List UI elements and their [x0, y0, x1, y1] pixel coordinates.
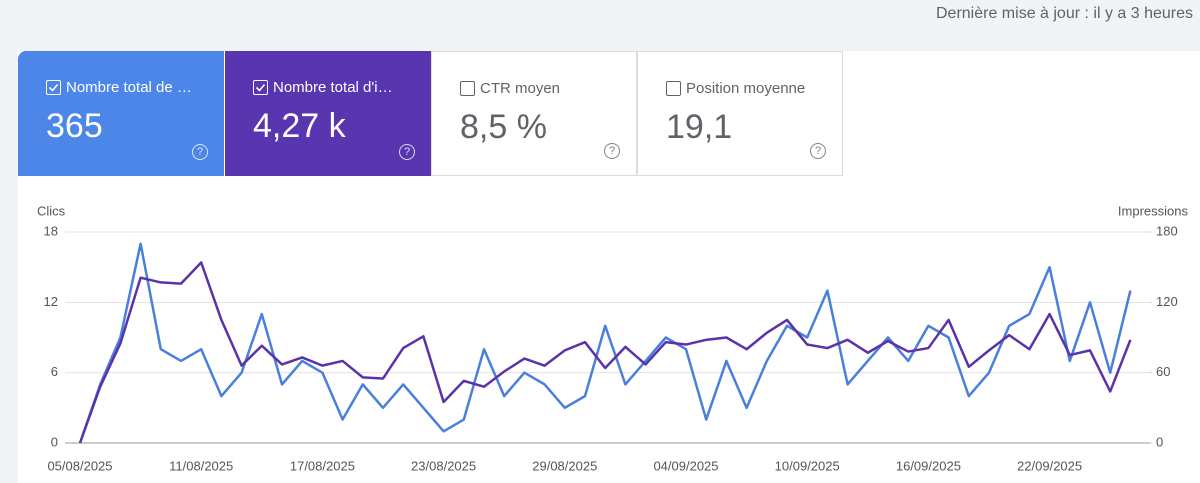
card-label: CTR moyen — [480, 80, 561, 97]
checkbox — [253, 80, 268, 95]
x-tick-label: 17/08/2025 — [290, 458, 355, 473]
y2-tick-label: 60 — [1156, 364, 1170, 379]
card-impressions[interactable]: Nombre total d'i… 4,27 k ? — [225, 51, 431, 176]
card-value: 8,5 % — [460, 108, 547, 146]
x-tick-label: 29/08/2025 — [532, 458, 597, 473]
card-label: Nombre total de … — [66, 79, 192, 96]
last-update: Dernière mise à jour : il y a 3 heures — [936, 5, 1193, 22]
card-value: 365 — [46, 107, 103, 145]
y2-tick-label: 0 — [1156, 434, 1163, 449]
check — [255, 83, 266, 92]
line-series — [78, 261, 1132, 444]
x-tick-label: 11/08/2025 — [169, 458, 233, 473]
check — [48, 83, 59, 92]
y-tick-label: 0 — [51, 434, 58, 449]
card-position[interactable]: Position moyenne 19,1 ? — [637, 51, 843, 176]
card-label: Position moyenne — [686, 80, 806, 97]
x-tick-label: 10/09/2025 — [775, 458, 840, 473]
card-value: 19,1 — [666, 108, 733, 146]
x-tick-label: 23/08/2025 — [411, 458, 476, 473]
y-axis-label: Clics — [37, 203, 66, 218]
y-tick-label: 12 — [44, 294, 58, 309]
checkbox — [460, 81, 475, 96]
card-clicks[interactable]: Nombre total de … 365 ? — [18, 51, 224, 176]
card-label: Nombre total d'i… — [273, 79, 393, 96]
x-tick-label: 05/08/2025 — [47, 458, 112, 473]
x-tick-label: 22/09/2025 — [1017, 458, 1082, 473]
y-tick-label: 6 — [51, 364, 58, 379]
line-series — [78, 242, 1132, 444]
help-icon[interactable]: ? — [399, 144, 415, 160]
help-icon[interactable]: ? — [192, 144, 208, 160]
checkbox — [666, 81, 681, 96]
y2-axis-label: Impressions — [1118, 203, 1189, 218]
checkbox — [46, 80, 61, 95]
x-tick-label: 04/09/2025 — [653, 458, 718, 473]
card-value: 4,27 k — [253, 107, 346, 145]
y2-tick-label: 180 — [1156, 223, 1178, 238]
y2-tick-label: 120 — [1156, 294, 1178, 309]
help-icon[interactable]: ? — [604, 143, 620, 159]
help-icon[interactable]: ? — [810, 143, 826, 159]
card-ctr[interactable]: CTR moyen 8,5 % ? — [431, 51, 637, 176]
y-tick-label: 18 — [44, 223, 58, 238]
x-tick-label: 16/09/2025 — [896, 458, 961, 473]
